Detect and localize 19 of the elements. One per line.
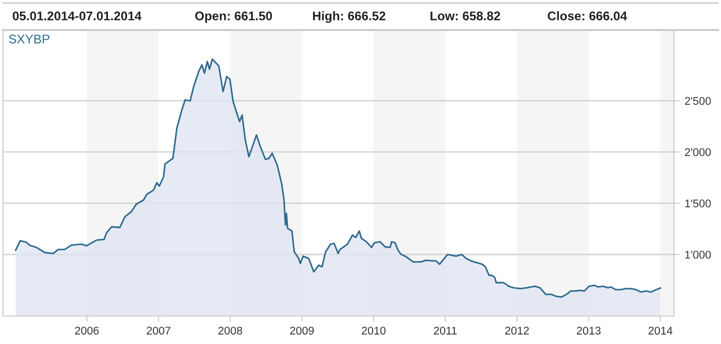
y-tick-label: 2'000 — [684, 148, 711, 156]
text: High: 666.52 — [313, 11, 386, 23]
text: Close: 666.04 — [548, 11, 628, 20]
x-tick-label: 2010 — [362, 326, 386, 335]
x-tick-label: 2013 — [576, 326, 601, 335]
text: Low: 658.82 — [430, 12, 500, 20]
x-tick-label: 2011 — [434, 326, 457, 335]
text: SXYBP — [8, 34, 50, 44]
x-tick-label: 2007 — [146, 326, 170, 335]
y-tick-label: 2'500 — [684, 97, 711, 105]
x-tick-label: 2006 — [75, 326, 99, 335]
text: Open: 661.50 — [195, 12, 272, 23]
x-tick-label: 2014 — [648, 326, 672, 335]
x-tick-label: 2008 — [218, 326, 242, 335]
y-tick-label: 1'500 — [685, 200, 711, 208]
y-tick-label: 1'000 — [685, 250, 711, 259]
x-tick-label: 2009 — [290, 326, 314, 335]
text: 05.01.2014-07.01.2014 — [12, 12, 142, 20]
x-tick-label: 2012 — [505, 326, 529, 335]
